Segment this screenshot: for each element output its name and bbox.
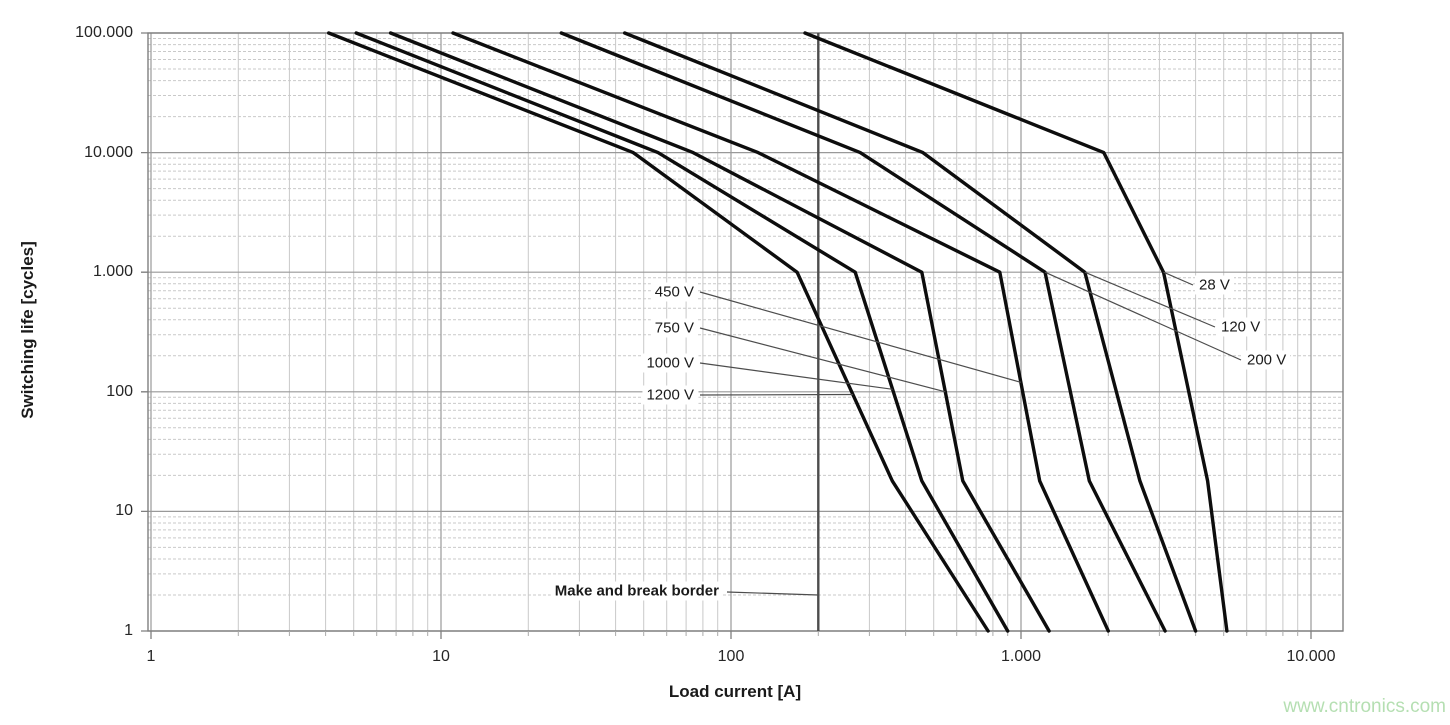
grid-major	[148, 32, 1343, 632]
x-tick-10.000: 10.000	[1286, 648, 1336, 665]
curve-label-28v: 28 V	[1195, 275, 1234, 295]
grid-minor-vertical	[237, 33, 1299, 631]
watermark-text: www.cntronics.com	[1283, 696, 1446, 717]
curve-label-200v: 200 V	[1243, 350, 1291, 370]
leader-1200v	[699, 393, 853, 396]
leader-120v	[1084, 271, 1216, 328]
y-axis-title: Switching life [cycles]	[18, 241, 37, 419]
leader-450v	[699, 291, 1021, 383]
curve-1200v	[327, 31, 990, 633]
plot-border	[147, 32, 1344, 632]
y-tick-10: 10	[115, 502, 133, 520]
curve-label-1000v: 1000 V	[642, 353, 698, 373]
curve-label-450v: 450 V	[650, 282, 698, 302]
x-axis-title: Load current [A]	[668, 682, 802, 701]
leader-200v	[1044, 271, 1242, 361]
axis-major-ticks	[141, 32, 1312, 639]
leader-750v	[699, 327, 946, 393]
curve-450v	[451, 31, 1110, 633]
y-tick-1.000: 1.000	[92, 263, 133, 281]
make-break-border-label: Make and break border	[550, 581, 723, 601]
x-tick-100: 100	[717, 648, 745, 665]
grid-minor-horizontal	[148, 38, 1343, 596]
x-tick-1.000: 1.000	[1000, 648, 1042, 665]
leader-28v	[1163, 271, 1194, 286]
y-tick-1: 1	[124, 622, 133, 639]
curve-1000v	[354, 31, 1010, 633]
axis-minor-ticks	[237, 631, 1299, 636]
x-tick-1: 1	[146, 648, 156, 665]
curve-label-120v: 120 V	[1217, 317, 1265, 337]
leader-make-break-border	[726, 591, 819, 596]
curve-750v	[388, 31, 1051, 633]
curve-label-1200v: 1200 V	[642, 385, 698, 405]
curve-label-750v: 750 V	[650, 318, 698, 338]
leader-1000v	[699, 362, 893, 390]
y-tick-10.000: 10.000	[84, 143, 133, 161]
curve-120v	[623, 31, 1198, 633]
y-tick-100: 100	[106, 382, 133, 400]
x-tick-10: 10	[432, 648, 450, 665]
y-tick-100.000: 100.000	[75, 24, 133, 41]
